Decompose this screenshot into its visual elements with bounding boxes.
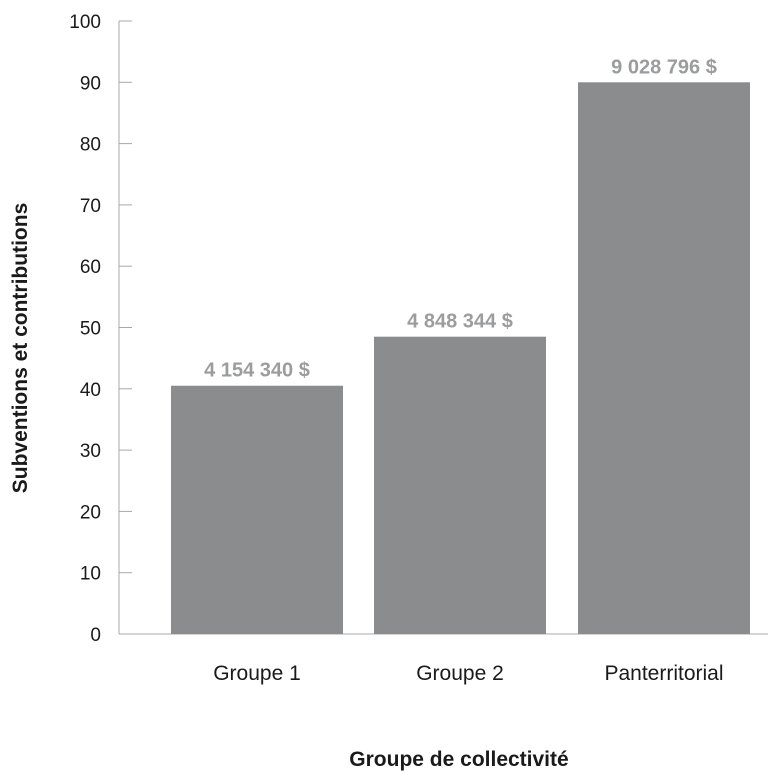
bar-groupe-2 [374, 336, 546, 634]
y-tick-label: 30 [80, 441, 101, 462]
x-tick-label: Groupe 2 [416, 662, 504, 685]
y-tick-label: 10 [80, 564, 101, 585]
bar-data-label: 9 028 796 $ [611, 56, 717, 78]
x-axis-title: Groupe de collectivité [349, 748, 568, 771]
y-tick-label: 90 [80, 73, 101, 94]
y-axis-title: Subventions et contributions [9, 203, 32, 494]
y-tick-label: 20 [80, 502, 101, 523]
bar-groupe-1 [171, 385, 343, 634]
y-tick-label: 0 [90, 625, 101, 646]
y-tick-label: 80 [80, 135, 101, 156]
data-labels: 4 154 340 $ 4 848 344 $ 9 028 796 $ [204, 56, 717, 381]
bar-data-label: 4 154 340 $ [204, 360, 310, 382]
x-axis-tick-labels: Groupe 1 Groupe 2 Panterritorial [213, 662, 723, 685]
bar-panterritorial [578, 82, 750, 635]
y-tick-label: 40 [80, 380, 101, 401]
y-axis-ticks: 0 10 20 30 40 50 60 70 80 90 100 [69, 12, 132, 646]
bar-data-label: 4 848 344 $ [407, 311, 513, 333]
y-tick-label: 100 [69, 12, 101, 33]
y-tick-label: 70 [80, 196, 101, 217]
y-tick-label: 60 [80, 257, 101, 278]
x-tick-label: Panterritorial [604, 662, 723, 685]
y-tick-label: 50 [80, 319, 101, 340]
bars [171, 82, 750, 635]
x-tick-label: Groupe 1 [213, 662, 301, 685]
